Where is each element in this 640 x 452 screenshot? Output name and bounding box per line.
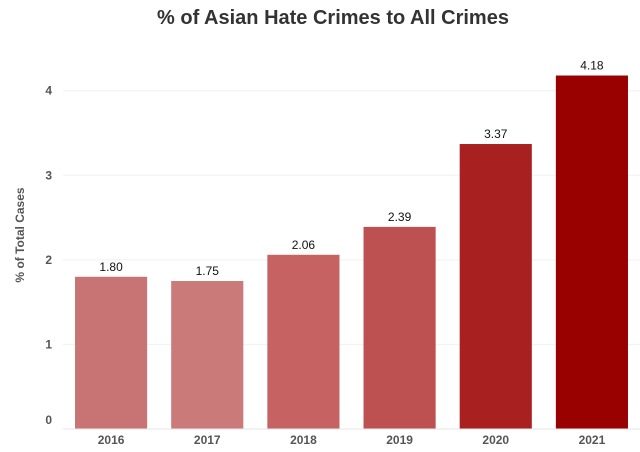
x-axis-ticks: 2016 2017 2018 2019 2020 2021 <box>98 433 606 447</box>
data-label-2017: 1.75 <box>196 264 220 278</box>
x-tick-label-2019: 2019 <box>386 433 413 447</box>
data-label-2019: 2.39 <box>388 210 412 224</box>
y-tick-label: 4 <box>45 84 52 98</box>
bar-2018[interactable] <box>267 254 340 429</box>
x-tick-label-2016: 2016 <box>98 433 125 447</box>
y-tick-label: 2 <box>45 253 52 267</box>
y-axis-ticks: 0 1 2 3 4 <box>45 84 52 427</box>
data-label-2020: 3.37 <box>484 127 508 141</box>
data-label-2021: 4.18 <box>580 59 604 73</box>
bar-2016[interactable] <box>75 276 148 429</box>
bar-2017[interactable] <box>171 281 244 429</box>
x-tick-label-2020: 2020 <box>482 433 509 447</box>
y-tick-label: 3 <box>45 168 52 182</box>
bars <box>75 75 628 430</box>
data-label-2018: 2.06 <box>292 238 316 252</box>
x-tick-label-2021: 2021 <box>579 433 606 447</box>
x-tick-label-2018: 2018 <box>290 433 317 447</box>
y-tick-label: 0 <box>45 413 52 427</box>
bar-2019[interactable] <box>363 226 436 429</box>
bar-2020[interactable] <box>459 144 532 430</box>
x-tick-label-2017: 2017 <box>194 433 221 447</box>
gridlines <box>63 90 640 345</box>
chart-title: % of Asian Hate Crimes to All Crimes <box>157 7 509 29</box>
y-tick-label: 1 <box>45 337 52 351</box>
bar-2021[interactable] <box>555 75 628 429</box>
data-labels: 1.80 1.75 2.06 2.39 3.37 4.18 <box>99 59 604 278</box>
data-label-2016: 1.80 <box>99 260 123 274</box>
y-axis-label: % of Total Cases <box>13 187 27 282</box>
